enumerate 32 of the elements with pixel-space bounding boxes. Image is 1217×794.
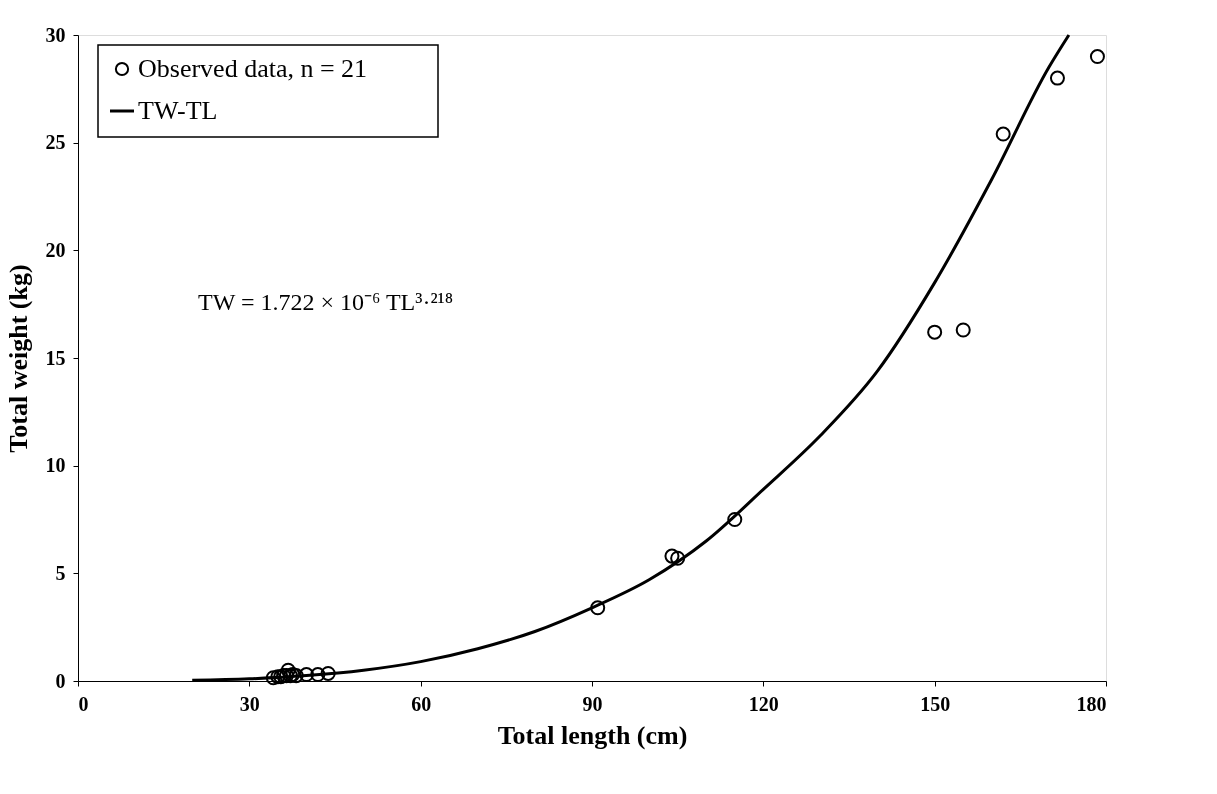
- y-tick-label: 0: [55, 669, 66, 692]
- y-tick-label: 5: [55, 561, 66, 584]
- point: [727, 511, 743, 528]
- x-tick-label: 120: [748, 692, 779, 715]
- point: [955, 322, 971, 338]
- point: [995, 126, 1011, 142]
- y-tick-label: 10: [45, 454, 66, 477]
- x-tick-label: 180: [1076, 692, 1107, 715]
- point: [265, 670, 281, 686]
- x-tick-label: 150: [920, 692, 951, 715]
- annotation: TW = 1.722 × 10⁻⁶ TL³·²¹⁸: [198, 289, 454, 315]
- point: [1089, 49, 1105, 65]
- point: [298, 667, 314, 683]
- point: [590, 600, 606, 616]
- y-axis-title: Total weight (kg): [3, 264, 33, 453]
- y-tick-label: 15: [45, 346, 66, 369]
- y-tick-label: 20: [45, 238, 66, 261]
- x-axis-title: Total length (cm): [497, 720, 688, 750]
- x-tick-label: 30: [239, 692, 260, 715]
- y-tick-label: 25: [45, 131, 66, 154]
- legend-label: Observed data, n = 21: [138, 54, 368, 83]
- point: [320, 665, 336, 681]
- legend-label: TW-TL: [138, 96, 218, 125]
- x-tick-label: 60: [411, 692, 432, 715]
- point: [1049, 70, 1065, 86]
- point: [310, 667, 326, 683]
- point: [670, 550, 686, 566]
- point: [927, 324, 943, 340]
- y-tick-label: 30: [45, 23, 66, 46]
- x-tick-label: 0: [78, 692, 89, 715]
- point: [664, 548, 680, 564]
- x-tick-label: 90: [582, 692, 603, 715]
